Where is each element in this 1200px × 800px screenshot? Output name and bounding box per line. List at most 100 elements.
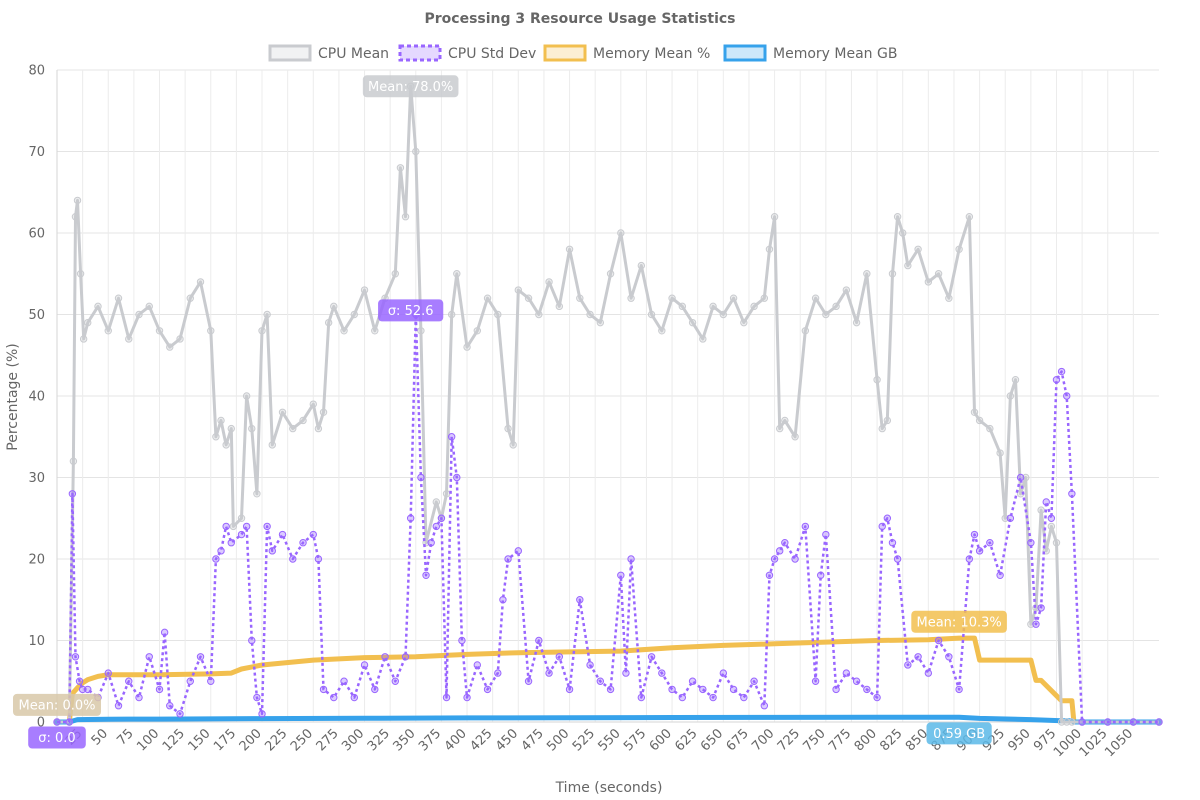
data-point bbox=[986, 539, 994, 547]
data-point bbox=[350, 693, 358, 702]
data-point bbox=[811, 294, 820, 302]
data-point bbox=[514, 286, 523, 294]
data-point bbox=[1052, 376, 1061, 384]
data-point bbox=[125, 335, 133, 343]
data-point bbox=[406, 514, 415, 522]
x-tick-label: 650 bbox=[698, 726, 726, 754]
data-point bbox=[350, 310, 358, 319]
data-point bbox=[719, 669, 728, 677]
data-point bbox=[678, 693, 687, 702]
data-point bbox=[852, 318, 861, 327]
x-tick-label: 325 bbox=[365, 726, 393, 754]
x-tick-label: 625 bbox=[672, 726, 700, 754]
data-point bbox=[852, 677, 861, 685]
data-point bbox=[401, 213, 410, 221]
data-point bbox=[878, 424, 886, 433]
data-point bbox=[1047, 514, 1056, 522]
data-point bbox=[473, 327, 481, 335]
data-point bbox=[229, 522, 238, 531]
data-point bbox=[924, 278, 933, 286]
x-tick-label: 250 bbox=[288, 726, 316, 754]
x-tick-label: 225 bbox=[262, 726, 290, 754]
data-point bbox=[863, 270, 871, 278]
data-point bbox=[207, 677, 215, 685]
data-point bbox=[458, 636, 466, 645]
data-point bbox=[248, 424, 256, 433]
data-point bbox=[965, 213, 974, 221]
data-point bbox=[832, 685, 840, 694]
x-tick-label: 300 bbox=[339, 726, 367, 754]
data-point bbox=[1057, 718, 1066, 726]
annotation-label: Mean: 10.3% bbox=[911, 610, 1007, 633]
data-point bbox=[658, 327, 666, 335]
data-point bbox=[253, 490, 261, 498]
data-point bbox=[69, 457, 78, 465]
data-point bbox=[396, 164, 405, 172]
data-point bbox=[617, 229, 625, 237]
x-axis-title: Time (seconds) bbox=[555, 780, 663, 796]
annotation-label: σ: 52.6 bbox=[378, 299, 444, 322]
data-point bbox=[524, 294, 533, 302]
data-point bbox=[268, 441, 276, 449]
legend-swatch bbox=[398, 44, 442, 62]
data-point bbox=[340, 677, 348, 685]
data-point bbox=[781, 416, 789, 425]
data-point bbox=[84, 685, 92, 694]
data-point bbox=[970, 408, 979, 416]
data-point bbox=[417, 473, 425, 482]
data-point bbox=[1052, 539, 1061, 547]
data-point bbox=[289, 424, 297, 433]
data-point bbox=[160, 628, 169, 637]
y-tick-label: 30 bbox=[28, 471, 45, 486]
x-tick-label: 275 bbox=[314, 726, 342, 754]
annotation-label: σ: 0.0 bbox=[28, 726, 86, 749]
data-point bbox=[801, 327, 810, 335]
y-tick-label: 60 bbox=[28, 227, 45, 242]
legend-swatch bbox=[268, 44, 312, 62]
data-point bbox=[212, 433, 220, 441]
x-tick-label: 1025 bbox=[1077, 726, 1111, 760]
data-point bbox=[1006, 514, 1015, 522]
data-point bbox=[760, 702, 769, 710]
data-point bbox=[565, 245, 574, 254]
data-point bbox=[155, 685, 164, 694]
chart-title: Processing 3 Resource Usage Statistics bbox=[425, 11, 736, 27]
x-tick-label: 600 bbox=[647, 726, 675, 754]
x-tick-label: 375 bbox=[416, 726, 444, 754]
data-point bbox=[791, 555, 799, 563]
data-point bbox=[832, 302, 840, 311]
x-tick-label: 100 bbox=[134, 726, 162, 754]
annotation-text: Mean: 78.0% bbox=[368, 80, 453, 95]
data-point bbox=[483, 294, 492, 302]
annotation-box bbox=[362, 75, 459, 98]
data-point bbox=[1037, 506, 1045, 514]
series-cpu-std-dev bbox=[53, 310, 1163, 726]
legend-swatch bbox=[543, 44, 587, 62]
data-point bbox=[196, 653, 205, 661]
data-point bbox=[499, 596, 507, 604]
x-tick-label: 425 bbox=[467, 726, 495, 754]
data-point bbox=[217, 547, 225, 555]
data-point bbox=[145, 302, 153, 311]
data-point bbox=[125, 677, 133, 685]
data-point bbox=[509, 441, 517, 449]
data-point bbox=[360, 286, 369, 294]
data-point bbox=[340, 327, 348, 335]
legend-label: CPU Std Dev bbox=[448, 46, 536, 62]
annotation-box bbox=[28, 726, 86, 749]
data-point bbox=[1027, 539, 1035, 547]
data-point bbox=[1063, 718, 1071, 726]
data-point bbox=[483, 685, 492, 694]
data-point bbox=[545, 278, 553, 286]
data-point bbox=[699, 685, 707, 694]
data-point bbox=[699, 335, 707, 343]
data-point bbox=[1129, 718, 1138, 726]
data-point bbox=[237, 514, 246, 522]
data-point bbox=[1042, 498, 1050, 506]
data-point bbox=[1047, 522, 1056, 531]
x-tick-label: 1050 bbox=[1102, 726, 1136, 760]
data-point bbox=[975, 416, 984, 425]
data-point bbox=[888, 539, 897, 547]
data-point bbox=[473, 661, 481, 669]
